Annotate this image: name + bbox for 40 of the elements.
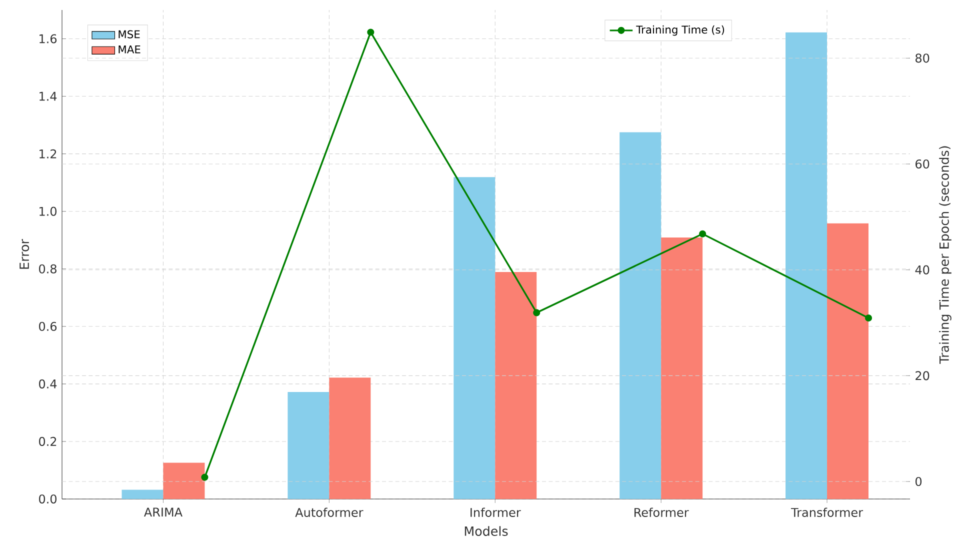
legend-label: MSE: [118, 30, 140, 38]
bar: [329, 378, 371, 499]
y-tick-label: 1.4: [40, 92, 57, 101]
point: [367, 28, 374, 36]
x-tick-label: Informer: [470, 508, 521, 517]
point: [699, 230, 706, 238]
bar: [163, 462, 205, 499]
x-axis-title: Models: [464, 526, 508, 536]
y-tick-label: 0.0: [39, 494, 56, 504]
x-tick-label: Reformer: [634, 508, 689, 517]
bar: [620, 132, 662, 499]
y2-axis-title: Training Time per Epoch (seconds): [939, 146, 952, 364]
x-tick-label: Transformer: [790, 508, 864, 517]
y-tick-label: 1.6: [40, 34, 57, 44]
bar: [827, 223, 869, 499]
x-tick-label: Autoformer: [295, 508, 364, 517]
y-tick-label: 1.0: [40, 206, 56, 216]
point: [864, 314, 872, 322]
bar: [786, 32, 828, 499]
y2-tick-label: 0: [916, 476, 922, 486]
y-tick-label: 0.6: [39, 322, 57, 331]
bar: [288, 392, 330, 499]
y2-tick-label: 80: [916, 54, 930, 63]
y-tick-label: 0.2: [39, 436, 56, 446]
y-tick-label: 1.2: [40, 149, 56, 158]
bar: [661, 238, 703, 499]
bar: [495, 272, 537, 499]
bar: [122, 490, 164, 499]
y-axis-title: Error: [20, 239, 30, 269]
point: [201, 474, 208, 481]
y2-tick-label: 20: [916, 371, 930, 380]
y2-tick-label: 40: [915, 265, 930, 274]
y-tick-label: 0.4: [39, 379, 57, 388]
legend-label: Training Time (s): [636, 25, 724, 36]
point: [533, 309, 540, 316]
bar: [454, 177, 496, 499]
y-tick-label: 0.8: [39, 264, 56, 274]
y2-tick-label: 60: [916, 159, 930, 169]
x-tick-label: ARIMA: [144, 508, 182, 516]
legend-label: MAE: [118, 46, 140, 54]
